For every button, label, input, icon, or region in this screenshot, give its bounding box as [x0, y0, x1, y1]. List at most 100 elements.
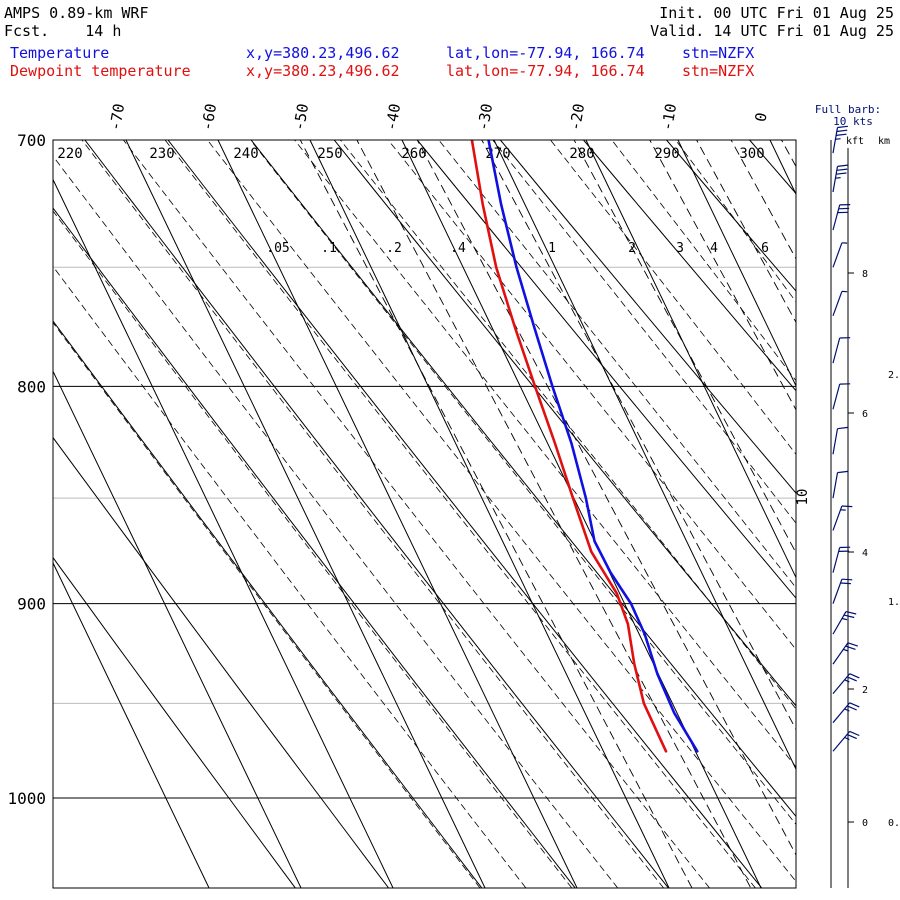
- mixing-ratio-label: 10: [795, 489, 811, 506]
- isotherm: [769, 140, 796, 196]
- dry-adiabat: [167, 140, 763, 888]
- moist-adiabat: [438, 140, 796, 589]
- wind-barb-feather: [849, 730, 860, 737]
- wind-barb-feather: [841, 578, 853, 581]
- mixing-ratio-line: [780, 140, 796, 168]
- isotherm: [217, 140, 578, 888]
- kft-label: kft: [846, 136, 864, 147]
- mixing-ratio-label: 2: [628, 241, 636, 256]
- wind-barb-feather: [837, 125, 848, 129]
- legend-dewpoint-latlon: lat,lon=-77.94, 166.74: [446, 62, 645, 80]
- mixing-ratio-label: .1: [321, 241, 337, 256]
- wind-barb-feather: [841, 505, 853, 508]
- wind-barb-feather: [845, 645, 856, 650]
- pressure-tick-label: 700: [17, 131, 46, 150]
- wind-barb-half-feather: [844, 708, 850, 712]
- dry-adiabat: [499, 140, 796, 494]
- isotherm: [125, 140, 486, 888]
- moist-adiabat: [294, 140, 796, 768]
- legend-dewpoint: Dewpoint temperature: [10, 62, 191, 80]
- forecast-label: Fcst. 14 h: [4, 22, 121, 40]
- wind-barb-staff: [832, 291, 843, 317]
- mixing-ratio-label: .2: [386, 241, 402, 256]
- moist-adiabat: [53, 155, 619, 888]
- wind-barb-staff: [832, 702, 851, 724]
- wind-barb-staff: [832, 611, 847, 635]
- moist-adiabat: [492, 140, 796, 524]
- init-time: Init. 00 UTC Fri 01 Aug 25: [659, 4, 894, 22]
- wind-barb-staff: [832, 204, 841, 231]
- legend-dewpoint-xy: x,y=380.23,496.62: [246, 62, 400, 80]
- legend-temperature-xy: x,y=380.23,496.62: [246, 44, 400, 62]
- temperature-tick-label: -60: [198, 102, 220, 132]
- wind-barb-staff: [832, 642, 849, 665]
- dry-adiabat: [665, 140, 796, 292]
- wind-barb-half-feather: [844, 736, 850, 741]
- temperature-profile: [487, 140, 699, 753]
- mixing-ratio-line: [757, 0, 900, 900]
- km-label: km: [878, 136, 890, 147]
- isotherm: [585, 140, 796, 579]
- temperature-tick-label: -70: [106, 102, 128, 132]
- mixing-ratio-line: [481, 140, 796, 731]
- mixing-ratio-label: 1: [548, 241, 556, 256]
- wind-barb-feather: [840, 582, 851, 585]
- legend-temperature: Temperature: [10, 44, 110, 62]
- moist-adiabat: [53, 210, 573, 888]
- dry-adiabat: [769, 0, 900, 900]
- kft-tick-label: 2: [862, 685, 868, 696]
- dry-adiabat: [84, 140, 670, 888]
- temperature-tick-label: -20: [566, 102, 588, 132]
- temperature-tick-label: -30: [474, 102, 496, 132]
- wind-barb-panel: Full barb: 10 kts kft km 8 6 4 2 0 2. 1. 0.: [815, 103, 900, 888]
- dry-adiabat-label: 250: [317, 146, 342, 162]
- isotherm: [53, 561, 210, 888]
- wind-barb-half-feather: [841, 617, 848, 621]
- mixing-ratio-label: 6: [761, 241, 769, 256]
- wind-barb-feather: [843, 614, 855, 619]
- wind-barb-feather: [837, 470, 848, 474]
- dry-adiabat-label: 280: [569, 146, 594, 162]
- wind-barb-feather: [847, 642, 858, 647]
- wind-barb-feather: [836, 129, 848, 133]
- moist-adiabat: [53, 265, 527, 888]
- km-tick-label: 1.: [888, 597, 900, 608]
- fcst-value: 14 h: [85, 22, 122, 40]
- km-tick-label: 0.: [888, 818, 900, 829]
- mixing-ratio-line: [649, 140, 796, 411]
- temperature-tick-label: -50: [290, 102, 312, 132]
- wind-barb-staff: [832, 472, 839, 499]
- km-tick-label: 2.: [888, 370, 900, 381]
- dry-adiabat-label: 290: [654, 146, 679, 162]
- pressure-tick-label: 1000: [7, 789, 46, 808]
- wind-barb-staff: [832, 428, 839, 455]
- dry-adiabat: [53, 207, 576, 888]
- dry-adiabat-label: 300: [739, 146, 764, 162]
- wind-barb-staff: [832, 166, 839, 193]
- wind-barb-feather: [849, 702, 860, 708]
- mixing-ratio-line: [573, 140, 796, 554]
- moist-adiabat: [387, 140, 796, 651]
- pressure-tick-label: 900: [17, 595, 46, 614]
- wind-barb-feather: [837, 426, 848, 430]
- mixing-ratio-label: .05: [266, 241, 289, 256]
- wind-barb-feather: [837, 164, 848, 167]
- wind-barb-half-feather: [843, 648, 849, 652]
- profiles: [470, 140, 699, 753]
- mixing-ratio-label: .4: [450, 241, 466, 256]
- wind-barb-staff: [832, 337, 841, 364]
- wind-barb-feather: [849, 673, 860, 679]
- model-title: AMPS 0.89-km WRF: [4, 4, 149, 22]
- dry-adiabat: [582, 140, 796, 392]
- temperature-tick-label: 0: [751, 111, 770, 123]
- wind-barb-feather: [836, 133, 847, 136]
- dewpoint-profile: [470, 140, 668, 753]
- dry-adiabat: [333, 140, 796, 707]
- legend-temperature-latlon: lat,lon=-77.94, 166.74: [446, 44, 645, 62]
- temperature-tick-label: -10: [658, 102, 680, 132]
- temperature-tick-label: -40: [382, 102, 404, 132]
- isotherm: [677, 140, 796, 387]
- moist-adiabat: [81, 140, 665, 888]
- legend-temperature-stn: stn=NZFX: [682, 44, 755, 62]
- moist-adiabat: [122, 140, 711, 888]
